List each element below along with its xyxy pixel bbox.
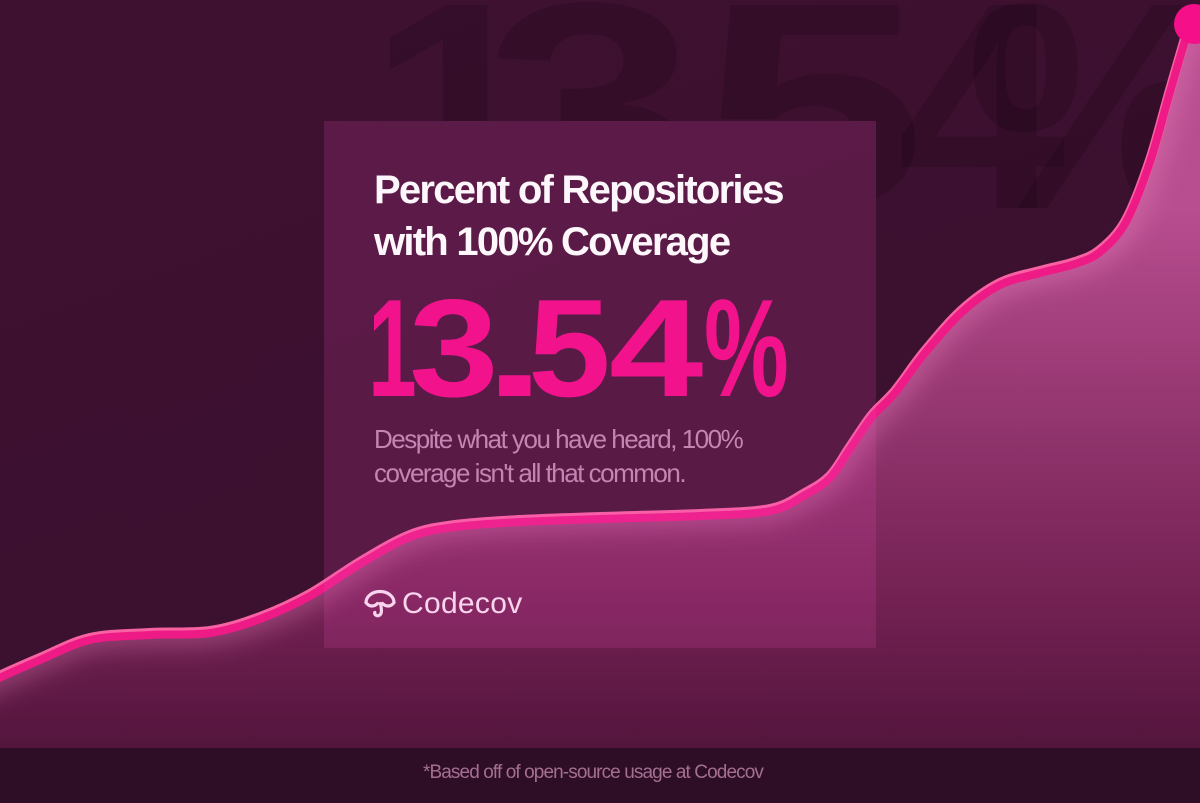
svg-text:Codecov: Codecov — [402, 587, 523, 620]
